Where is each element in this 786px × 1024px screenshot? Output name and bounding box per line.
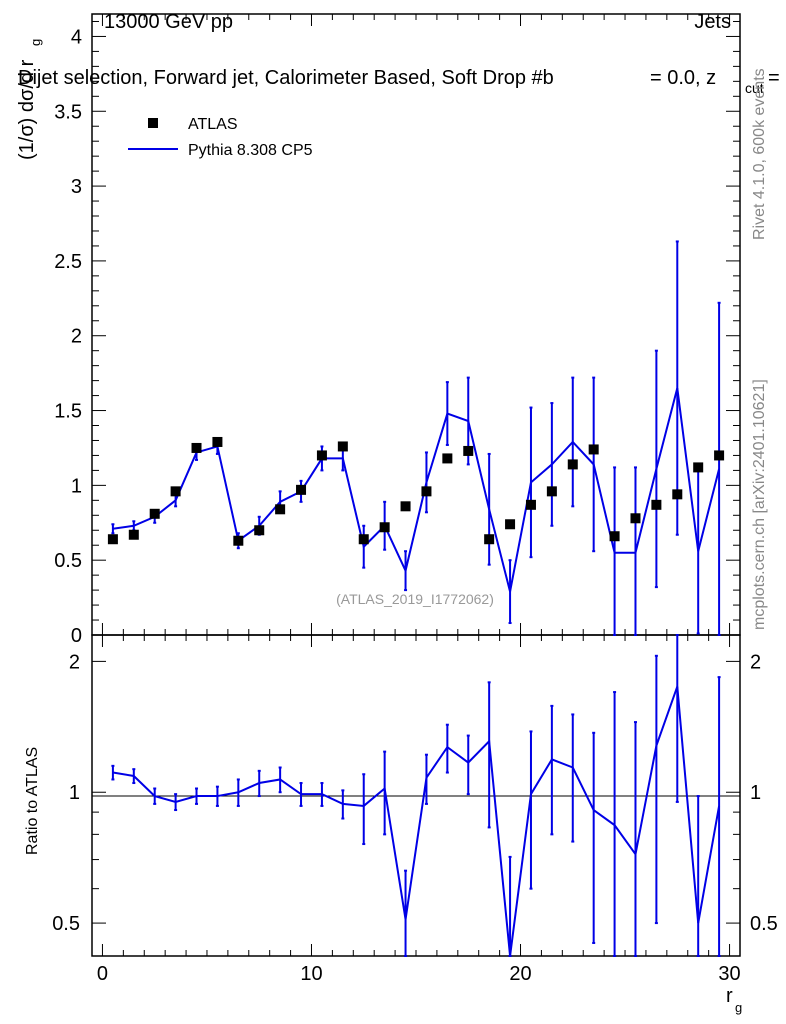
y-tick-label: 1.5 (54, 401, 82, 423)
atlas-data-point (672, 489, 683, 500)
atlas-data-point (337, 441, 348, 452)
atlas-data-point (316, 450, 327, 461)
plot-title-suffix: = 0.0, z (650, 67, 716, 89)
header-left: 13000 GeV pp (104, 11, 233, 33)
atlas-data-point (107, 534, 118, 545)
atlas-data-point (296, 484, 307, 495)
atlas-data-point (212, 436, 223, 447)
atlas-data-point (484, 534, 495, 545)
y-tick-label: 2.5 (54, 251, 82, 273)
x-tick-label: 0 (97, 963, 108, 985)
atlas-data-point (567, 459, 578, 470)
atlas-data-point (651, 499, 662, 510)
plot-title-main: Dijet selection, Forward jet, Calorimete… (18, 67, 554, 89)
x-tick-label: 30 (718, 963, 740, 985)
x-tick-label: 10 (300, 963, 322, 985)
axis-ticks (92, 14, 740, 956)
xlabel: r (726, 985, 733, 1007)
atlas-data-point (128, 529, 139, 540)
atlas-data-point (693, 462, 704, 473)
atlas-data-point (275, 504, 286, 515)
plot-title: Dijet selection, Forward jet, Calorimete… (18, 67, 554, 89)
y-tick-label: 3.5 (54, 101, 82, 123)
ratio-plot-marks (111, 634, 721, 957)
y-tick-label: 1 (71, 475, 82, 497)
atlas-data-point (630, 513, 641, 524)
rivet-label: Rivet 4.1.0, 600k events (751, 68, 768, 240)
atlas-data-point (463, 445, 474, 456)
x-tick-label: 20 (509, 963, 531, 985)
atlas-data-point (170, 486, 181, 497)
atlas-data-point (358, 534, 369, 545)
y-tick-label: 3 (71, 176, 82, 198)
ratio-y-tick-label-right: 1 (750, 782, 761, 804)
main-plot-marks (107, 240, 725, 636)
y-tick-label: 0.5 (54, 550, 82, 572)
atlas-data-point (379, 522, 390, 533)
main-ylabel-sub: g (28, 39, 43, 46)
main-ylabel-text: (1/σ) dσ/d r (16, 59, 38, 160)
y-tick-label: 0 (71, 625, 82, 647)
main-frame (91, 13, 741, 636)
mc-line (112, 387, 721, 592)
ratio-y-tick-label-right: 2 (750, 651, 761, 673)
ratio-y-tick-label: 1 (69, 782, 80, 804)
y-tick-label: 4 (71, 26, 82, 48)
plot-title-end: = (768, 67, 780, 89)
atlas-data-point (609, 531, 620, 542)
mcplots-label: mcplots.cern.ch [arXiv:2401.10621] (751, 379, 768, 630)
atlas-data-point (421, 486, 432, 497)
atlas-data-point (191, 442, 202, 453)
ratio-y-tick-label: 0.5 (52, 913, 80, 935)
atlas-data-point (442, 453, 453, 464)
ratio-ylabel: Ratio to ATLAS (24, 747, 41, 855)
main-ylabel: (1/σ) dσ/d r (16, 59, 38, 160)
atlas-data-point (505, 519, 516, 530)
plot-title-suffix-text: = 0.0, z (650, 67, 716, 89)
atlas-data-point (400, 501, 411, 512)
legend-data-marker (148, 118, 158, 128)
atlas-data-point (588, 444, 599, 455)
legend-mc-label: Pythia 8.308 CP5 (188, 142, 313, 159)
legend-data-label: ATLAS (188, 116, 238, 133)
atlas-data-point (525, 499, 536, 510)
legend: ATLAS Pythia 8.308 CP5 (128, 116, 313, 159)
plot-title-sub: cut (745, 80, 764, 96)
ratio-line (112, 686, 721, 957)
atlas-data-point (233, 535, 244, 546)
atlas-data-point (714, 450, 725, 461)
watermark: (ATLAS_2019_I1772062) (336, 591, 494, 607)
xlabel-sub: g (735, 1000, 742, 1015)
header-right: Jets (694, 11, 731, 33)
ratio-y-tick-label-right: 0.5 (750, 913, 778, 935)
axis-tick-labels: 0 10 20 30 0 0.5 1 1.5 2 2.5 3 3.5 4 0.5 0.5 1 1 2 2 (52, 26, 778, 985)
atlas-data-point (149, 508, 160, 519)
atlas-data-point (546, 486, 557, 497)
y-tick-label: 2 (71, 326, 82, 348)
atlas-data-point (254, 525, 265, 536)
ratio-y-tick-label: 2 (69, 651, 80, 673)
